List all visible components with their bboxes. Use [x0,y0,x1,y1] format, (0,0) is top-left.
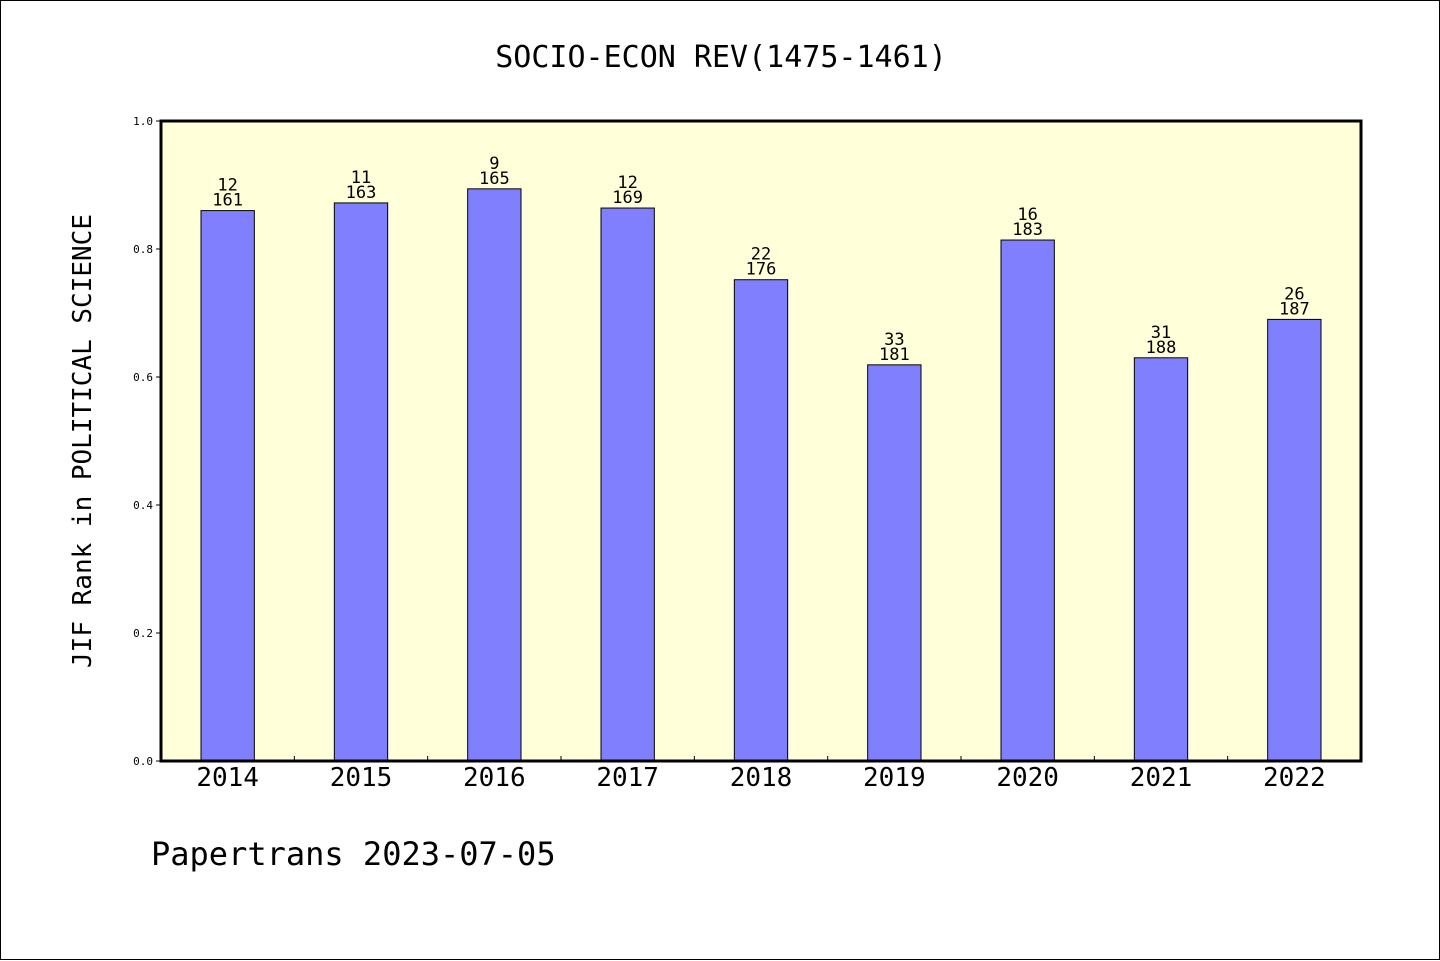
footer-credit: Papertrans 2023-07-05 [151,835,556,873]
y-tick-label-0.4: 0.4 [133,499,153,512]
bar-total-label-2021: 188 [1146,338,1177,358]
bar-total-label-2022: 187 [1279,299,1310,319]
bar-rank-label-2017: 12 [617,173,637,193]
x-tick-label-2021: 2021 [1130,763,1193,793]
bar-rank-label-2019: 33 [884,330,904,350]
y-axis-label: JIF Rank in POLITICAL SCIENCE [68,214,98,668]
bar-total-label-2020: 183 [1012,220,1043,240]
bar-2020 [1000,239,1055,762]
bar-rank-label-2015: 11 [351,168,371,188]
y-ticks-group: 0.0 0.2 0.4 0.6 0.8 1.0 [133,115,161,768]
bar-rank-label-2016: 9 [489,154,499,174]
bar-total-label-2014: 161 [212,191,243,211]
y-tick-label-1.0: 1.0 [133,115,153,128]
y-tick-label-0.8: 0.8 [133,243,153,256]
bar-rank-label-2021: 31 [1151,323,1171,343]
bar-2015 [333,202,389,762]
x-tick-label-2019: 2019 [863,763,926,793]
plot-border [159,119,1363,763]
bar-2016 [467,188,522,762]
x-tick-label-2017: 2017 [596,763,659,793]
x-tick-label-2022: 2022 [1263,763,1326,793]
x-tick-label-2016: 2016 [463,763,526,793]
x-tick-label-2015: 2015 [330,763,393,793]
bar-2018 [733,279,789,762]
bar-2021 [1133,357,1189,762]
y-tick-label-0.2: 0.2 [133,627,153,640]
bar-rank-label-2022: 26 [1284,284,1304,304]
bar-2017 [600,207,655,762]
y-tick-label-0.0: 0.0 [133,755,153,768]
x-tick-label-2020: 2020 [996,763,1059,793]
bar-total-label-2018: 176 [746,260,777,280]
bar-rank-label-2020: 16 [1017,205,1037,225]
bar-total-label-2019: 181 [879,345,910,365]
x-tick-label-2014: 2014 [196,763,259,793]
bar-rank-label-2014: 12 [217,176,237,196]
bar-2022 [1267,318,1322,762]
chart-title: SOCIO-ECON REV(1475-1461) [495,40,947,75]
bar-2019 [867,364,922,762]
y-tick-label-0.6: 0.6 [133,371,153,384]
bar-total-label-2017: 169 [612,188,643,208]
x-ticks-group: 2014 2015 2016 2017 2018 2019 2020 2021 2022 [196,756,1326,793]
bar-rank-label-2018: 22 [751,245,771,265]
bar-total-label-2015: 163 [346,183,377,203]
x-tick-label-2018: 2018 [730,763,793,793]
bar-total-label-2016: 165 [479,169,510,189]
bar-2014 [200,210,255,762]
